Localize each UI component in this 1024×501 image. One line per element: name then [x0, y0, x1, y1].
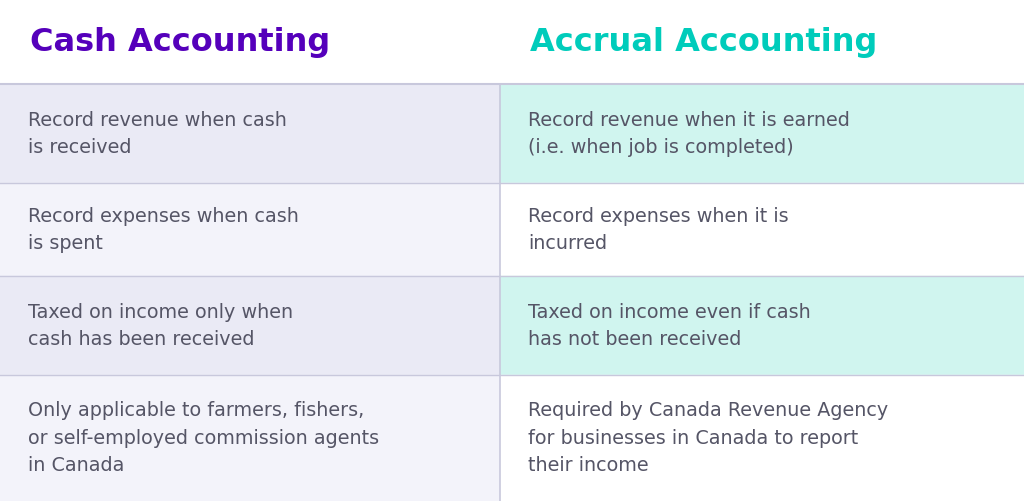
Text: Only applicable to farmers, fishers,
or self-employed commission agents
in Canad: Only applicable to farmers, fishers, or …: [28, 401, 379, 475]
Text: Cash Accounting: Cash Accounting: [30, 27, 331, 58]
Text: Taxed on income even if cash
has not been received: Taxed on income even if cash has not bee…: [528, 303, 811, 349]
Text: Required by Canada Revenue Agency
for businesses in Canada to report
their incom: Required by Canada Revenue Agency for bu…: [528, 401, 888, 475]
Text: Record expenses when cash
is spent: Record expenses when cash is spent: [28, 206, 299, 253]
Bar: [0, 183, 500, 276]
Bar: [0, 0, 500, 84]
Text: Taxed on income only when
cash has been received: Taxed on income only when cash has been …: [28, 303, 293, 349]
Bar: [500, 375, 1024, 501]
Text: Record revenue when it is earned
(i.e. when job is completed): Record revenue when it is earned (i.e. w…: [528, 111, 850, 157]
Text: Record expenses when it is
incurred: Record expenses when it is incurred: [528, 206, 788, 253]
Bar: [500, 0, 1024, 84]
Text: Record revenue when cash
is received: Record revenue when cash is received: [28, 111, 287, 157]
Bar: [500, 183, 1024, 276]
Bar: [500, 276, 1024, 375]
Text: Accrual Accounting: Accrual Accounting: [530, 27, 878, 58]
Bar: [500, 84, 1024, 183]
Bar: [0, 375, 500, 501]
Bar: [0, 276, 500, 375]
Bar: [0, 84, 500, 183]
